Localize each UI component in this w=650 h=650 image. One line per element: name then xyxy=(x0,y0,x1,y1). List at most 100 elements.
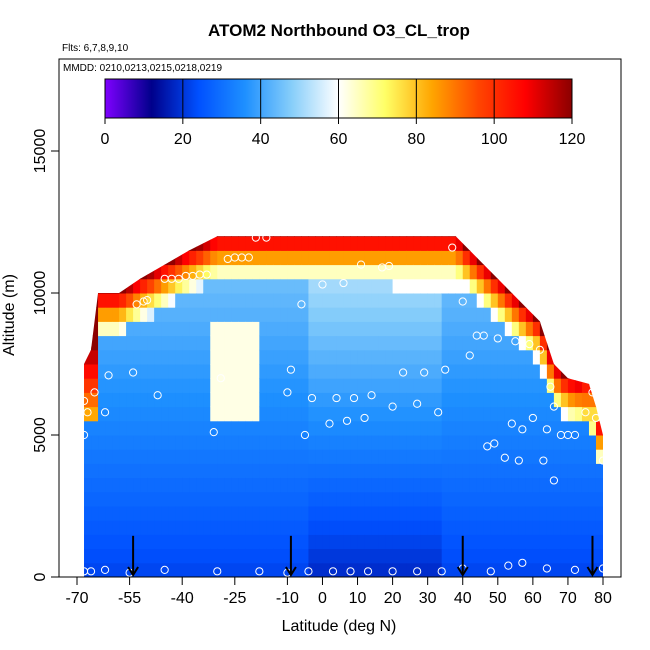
heat-cell xyxy=(483,392,492,408)
heat-cell xyxy=(308,491,316,507)
heat-cell xyxy=(357,449,366,464)
heat-cell xyxy=(210,236,218,251)
heat-cell xyxy=(392,236,401,237)
heat-cell xyxy=(196,236,204,237)
heat-cell xyxy=(357,378,366,393)
heat-cell xyxy=(406,520,415,535)
colorbar-tick-label: 60 xyxy=(330,131,348,148)
heat-cell xyxy=(189,534,197,550)
heat-cell xyxy=(336,491,345,507)
heat-cell xyxy=(350,392,359,408)
heat-cell xyxy=(574,278,583,294)
heat-cell xyxy=(112,548,120,564)
observation-point xyxy=(399,368,408,377)
heat-cell xyxy=(455,435,464,450)
heat-cell xyxy=(133,420,141,436)
heat-cell xyxy=(161,293,169,308)
heat-cell xyxy=(112,477,120,493)
heat-cell xyxy=(147,236,155,251)
heat-cell xyxy=(497,506,506,521)
heat-cell xyxy=(476,562,485,577)
heat-cell xyxy=(371,264,380,280)
heat-cell xyxy=(511,506,520,521)
heat-cell xyxy=(371,236,380,251)
heat-cell xyxy=(91,278,99,294)
heat-cell xyxy=(581,548,590,564)
heat-cell xyxy=(84,506,92,521)
heat-cell xyxy=(525,477,534,493)
heat-cell xyxy=(119,463,127,479)
heat-cell xyxy=(294,392,302,408)
heat-cell xyxy=(105,392,113,408)
heat-cell xyxy=(175,449,183,464)
heat-cell xyxy=(427,491,436,507)
heat-cell xyxy=(182,293,190,308)
heat-cell xyxy=(231,236,239,251)
heat-cell xyxy=(560,463,569,479)
heat-cell xyxy=(133,449,141,464)
heat-cell xyxy=(133,378,141,393)
heat-cell xyxy=(392,477,401,493)
heat-cell xyxy=(504,236,513,251)
heat-cell xyxy=(147,520,155,535)
heat-cell xyxy=(294,491,302,507)
heat-cell xyxy=(189,278,197,294)
heat-cell xyxy=(203,435,211,450)
heat-cell xyxy=(91,491,99,507)
heat-cell xyxy=(245,236,253,237)
heat-cell xyxy=(357,562,366,577)
heat-cell xyxy=(490,477,499,493)
heat-cell xyxy=(287,321,295,337)
heat-cell xyxy=(581,250,590,266)
heat-cell xyxy=(147,264,155,280)
heat-cell xyxy=(392,250,401,266)
heat-cell xyxy=(91,349,99,365)
heat-cell xyxy=(406,264,415,280)
heat-cell xyxy=(378,321,387,337)
heat-cell xyxy=(315,378,323,393)
heat-cell xyxy=(350,506,359,521)
heat-cell xyxy=(322,364,330,379)
heat-cell xyxy=(210,548,218,564)
heat-cell xyxy=(539,236,548,251)
heat-cell xyxy=(469,236,478,251)
heat-cell xyxy=(483,335,492,351)
heat-cell xyxy=(371,392,380,408)
heat-cell xyxy=(511,463,520,479)
heat-cell xyxy=(532,378,541,393)
heat-cell xyxy=(140,463,148,479)
heat-cell xyxy=(266,335,274,351)
heat-cell xyxy=(161,335,169,351)
heat-cell xyxy=(224,477,232,493)
heat-cell xyxy=(238,406,246,422)
heat-cell xyxy=(231,264,239,280)
heat-cell xyxy=(448,449,457,464)
heat-cell xyxy=(175,307,183,322)
heat-cell xyxy=(455,378,464,393)
heat-cell xyxy=(497,307,506,322)
heat-cell xyxy=(581,420,590,436)
heat-cell xyxy=(581,463,590,479)
heat-cell xyxy=(525,562,534,577)
heat-cell xyxy=(161,278,169,294)
heat-cell xyxy=(189,491,197,507)
heat-cell xyxy=(238,449,246,464)
colorbar: 0 20 40 60 80 100 120 xyxy=(101,78,585,148)
heat-cell xyxy=(301,278,309,294)
heat-cell xyxy=(371,321,380,337)
heat-cell xyxy=(511,236,520,251)
heat-cell xyxy=(469,335,478,351)
heat-cell xyxy=(238,349,246,365)
heat-cell xyxy=(546,307,555,322)
heat-cell xyxy=(511,491,520,507)
heat-cell xyxy=(483,264,492,280)
heat-cell xyxy=(497,477,506,493)
heat-cell xyxy=(203,236,211,237)
heat-cell xyxy=(462,534,471,550)
heat-cell xyxy=(140,264,148,280)
observation-point xyxy=(570,565,580,575)
heat-cell xyxy=(231,307,239,322)
heat-cell xyxy=(294,435,302,450)
heat-cell xyxy=(581,491,590,507)
heat-cell xyxy=(483,236,492,237)
